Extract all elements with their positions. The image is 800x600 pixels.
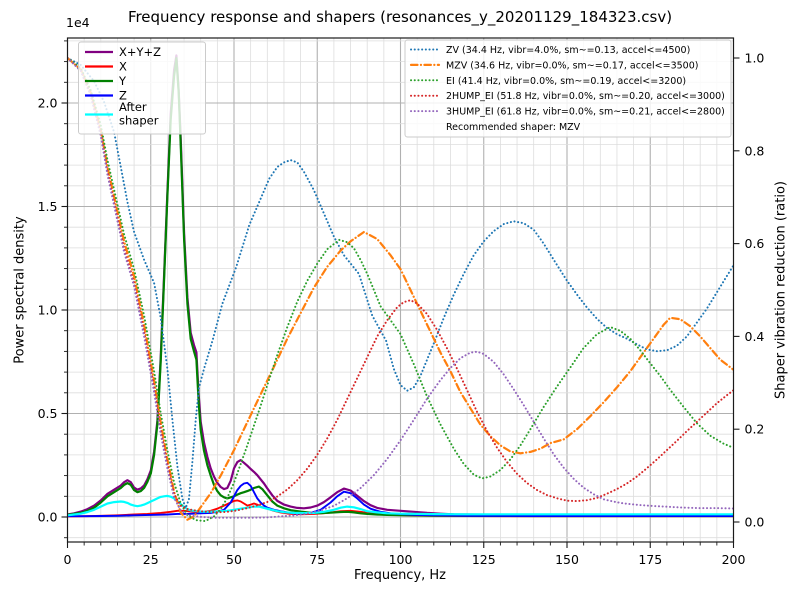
- legend-right: ZV (34.4 Hz, vibr=4.0%, sm~=0.13, accel<…: [404, 39, 732, 138]
- x-tick-label: 0: [64, 552, 72, 567]
- legend-right-label: 3HUMP_EI (61.8 Hz, vibr=0.0%, sm~=0.21, …: [446, 107, 725, 118]
- legend-left-label: Y: [118, 74, 127, 88]
- legend-left-label: X: [119, 60, 127, 74]
- x-tick-label: 25: [143, 552, 159, 567]
- legend-right-label: EI (41.4 Hz, vibr=0.0%, sm~=0.19, accel<…: [446, 76, 686, 87]
- y-right-tick-label: 0.6: [745, 236, 765, 251]
- legend-right-label: ZV (34.4 Hz, vibr=4.0%, sm~=0.13, accel<…: [446, 45, 690, 56]
- x-tick-label: 50: [226, 552, 242, 567]
- shaper-curve-zv: [67, 57, 734, 510]
- shaper-curve-3hump_ei: [67, 57, 734, 519]
- x-tick-label: 125: [472, 552, 496, 567]
- legend-left-label: Z: [119, 89, 127, 103]
- x-axis-label: Frequency, Hz: [353, 568, 447, 583]
- legend-left-label: shaper: [119, 114, 159, 128]
- y-left-tick-label: 2.0: [38, 96, 58, 111]
- psd-curve-x-y-z: [67, 54, 734, 517]
- shaper-curve-mzv: [67, 56, 734, 521]
- shaper-curve-ei: [67, 57, 734, 523]
- shaper-curve-2hump_ei: [67, 57, 734, 514]
- curves: [67, 54, 734, 523]
- y-left-tick-label: 1.5: [38, 199, 58, 214]
- y-axis-label-left: Power spectral density: [12, 216, 28, 364]
- legend-right-label: MZV (34.6 Hz, vibr=0.0%, sm~=0.17, accel…: [446, 60, 698, 71]
- psd-curve-y: [67, 56, 734, 518]
- y-left-tick-label: 1.0: [38, 303, 58, 318]
- y-axis-offset-label: 1e4: [66, 15, 90, 30]
- y-right-tick-label: 1.0: [745, 51, 765, 66]
- x-tick-label: 175: [638, 552, 662, 567]
- legend-left-label: After: [119, 100, 147, 114]
- y-right-tick-label: 0.0: [745, 515, 765, 530]
- y-right-tick-label: 0.4: [745, 329, 765, 344]
- legend-left-label: X+Y+Z: [119, 45, 161, 59]
- legend-right-label: 2HUMP_EI (51.8 Hz, vibr=0.0%, sm~=0.20, …: [446, 91, 725, 102]
- y-right-tick-label: 0.2: [745, 422, 765, 437]
- x-tick-label: 150: [555, 552, 579, 567]
- axis-ticks: 0 25 50 75 100 125 150 175 200 0.0 0.5 1.0 1.5 2.0 0.0…: [38, 40, 765, 567]
- y-axis-label-right: Shaper vibration reduction (ratio): [773, 181, 789, 399]
- y-left-tick-label: 0.0: [38, 510, 58, 525]
- recommended-shaper-note: Recommended shaper: MZV: [446, 122, 581, 133]
- x-tick-label: 200: [722, 552, 746, 567]
- chart-title: Frequency response and shapers (resonanc…: [127, 8, 673, 26]
- x-tick-label: 100: [389, 552, 413, 567]
- y-left-tick-label: 0.5: [38, 406, 58, 421]
- x-tick-label: 75: [309, 552, 325, 567]
- y-right-tick-label: 0.8: [745, 143, 765, 158]
